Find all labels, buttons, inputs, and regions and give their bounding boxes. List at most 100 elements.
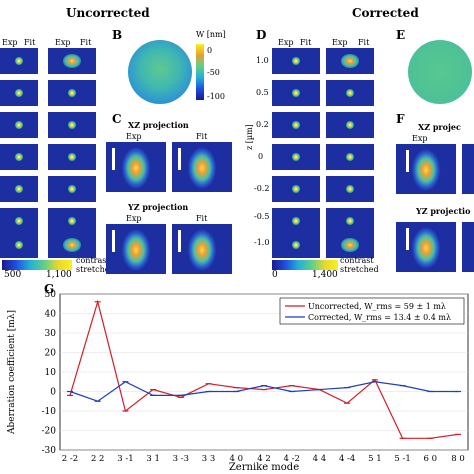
wavefront-tick-50: -50: [207, 68, 220, 77]
right-fit-label: Fit: [300, 38, 312, 47]
scale-bar: [406, 150, 409, 172]
psf-spot: [15, 241, 23, 249]
psf-spot: [68, 153, 76, 161]
scale-bar: [178, 230, 181, 252]
x-tick-label: 3 -1: [117, 454, 133, 464]
psf-tile: [0, 80, 38, 106]
aberration-chart: -30 -20 -10 0 10 20 30 40 50 2 -2 2 2 3 -1 3 1 3 -3 3…: [7, 290, 469, 473]
psf-tile: [326, 144, 374, 170]
psf-tile: [326, 208, 374, 234]
wavefront-colorbar-title: W [nm]: [196, 30, 226, 39]
x-tick-label: 3 1: [146, 454, 160, 464]
xz-exp-image: [106, 142, 166, 192]
y-tick-label: -30: [42, 446, 57, 456]
right-colorbar-max: 1,400: [312, 270, 338, 280]
x-tick-labels: 2 -2 2 2 3 -1 3 1 3 -3 3 3 4 0 4 2 4 -2 4 4 4 -4 5 …: [62, 454, 465, 464]
left-colorbar-max: 1,100: [46, 270, 72, 280]
psf-tile: [0, 144, 38, 170]
legend-corrected-label: Corrected, W_rms = 13.4 ± 0.4 mλ: [308, 313, 451, 322]
f-xz-fit-image-edge: [462, 144, 474, 194]
x-tick-label: 3 -3: [173, 454, 189, 464]
z-tick: 1.0: [256, 56, 269, 65]
psf-spot: [68, 217, 76, 225]
x-tick-label: 4 2: [257, 454, 271, 464]
psf-tile: [0, 208, 38, 234]
psf-spot: [292, 217, 300, 225]
psf-tile: [272, 232, 320, 258]
z-tick: -1.0: [254, 238, 270, 247]
z-axis-label: z [µm]: [245, 124, 254, 150]
right-colorbar-min: 0: [272, 270, 278, 280]
psf-spot: [63, 54, 81, 68]
psf-tile: [272, 80, 320, 106]
x-tick-label: 4 -2: [284, 454, 300, 464]
psf-tile: [272, 48, 320, 74]
yz-exp-label: Exp: [126, 214, 142, 223]
x-tick-label: 3 3: [202, 454, 216, 464]
x-tick-label: 2 -2: [62, 454, 78, 464]
uncorrected-heading: Uncorrected: [66, 6, 150, 20]
psf-spot: [15, 121, 23, 129]
psf-tile: [0, 176, 38, 202]
scale-bar: [112, 230, 115, 252]
psf-tile: [48, 112, 96, 138]
psf-tile: [48, 80, 96, 106]
uncorrected-wavefront-map: [128, 40, 192, 104]
y-tick-label: 50: [45, 290, 57, 300]
x-tick-label: 2 2: [91, 454, 105, 464]
psf-spot: [292, 89, 300, 97]
psf-spot: [346, 153, 354, 161]
psf-tile: [272, 112, 320, 138]
right-exp-label: Exp: [278, 38, 294, 47]
corrected-heading: Corrected: [352, 6, 419, 20]
f-xz-projection-label: XZ projec: [418, 122, 461, 132]
panel-letter-e: E: [396, 28, 406, 42]
right-fit-label-2: Fit: [358, 38, 370, 47]
x-tick-label: 6 0: [424, 454, 438, 464]
psf-spot: [68, 89, 76, 97]
psf-tile: [0, 48, 38, 74]
psf-spot: [15, 153, 23, 161]
panel-letter-d: D: [256, 28, 267, 42]
y-tick-label: 30: [45, 329, 57, 339]
psf-spot: [68, 121, 76, 129]
psf-tile: [48, 208, 96, 234]
y-gridlines: [60, 293, 468, 451]
y-tick-label: 20: [45, 349, 57, 359]
z-tick: -0.5: [254, 212, 270, 221]
psf-spot: [63, 238, 81, 252]
left-colorbar-note1: contrast: [76, 256, 110, 265]
left-fit-label-1: Fit: [24, 38, 36, 47]
z-tick: 0.5: [256, 88, 269, 97]
psf-spot: [346, 217, 354, 225]
f-xz-exp-label: Exp: [412, 134, 428, 143]
y-tick-label: 0: [50, 388, 56, 398]
psf-tile: [326, 112, 374, 138]
psf-tile: [48, 48, 96, 74]
psf-spot: [341, 54, 359, 68]
left-colorbar-min: 500: [4, 270, 22, 280]
right-colorbar-note1: contrast: [340, 256, 374, 265]
x-tick-label: 8 0: [451, 454, 465, 464]
yz-exp-image: [106, 224, 166, 274]
psf-spot: [292, 121, 300, 129]
wavefront-colorbar: [196, 44, 204, 100]
x-tick-label: 4 0: [230, 454, 244, 464]
legend: Uncorrected, W_rms = 59 ± 1 mλ Corrected…: [279, 297, 465, 325]
psf-spot: [15, 185, 23, 193]
right-colorbar: [272, 260, 338, 270]
psf-spot: [68, 185, 76, 193]
psf-spot: [15, 89, 23, 97]
left-fit-label-2: Fit: [80, 38, 92, 47]
psf-spot: [292, 153, 300, 161]
z-tick: 0.2: [256, 120, 269, 129]
psf-tile: [48, 232, 96, 258]
x-tick-label: 5 -1: [394, 454, 410, 464]
x-tick-label: 5 1: [368, 454, 382, 464]
psf-tile: [48, 144, 96, 170]
xz-fit-image: [172, 142, 232, 192]
series-lines: [67, 299, 461, 439]
psf-spot: [346, 89, 354, 97]
xz-exp-label: Exp: [126, 132, 142, 141]
psf-spot: [292, 241, 300, 249]
